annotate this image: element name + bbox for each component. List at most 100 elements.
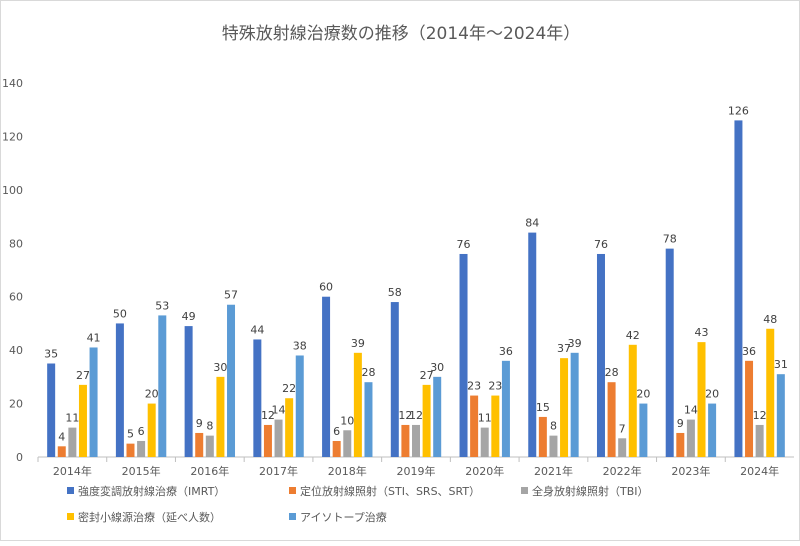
bar xyxy=(126,443,135,457)
bar xyxy=(137,440,146,457)
bar xyxy=(253,339,262,457)
data-label: 9 xyxy=(677,417,684,430)
x-tick-label: 2024年 xyxy=(740,464,779,478)
bar xyxy=(538,416,547,457)
bar xyxy=(422,384,431,457)
data-label: 27 xyxy=(420,369,434,382)
data-label: 12 xyxy=(753,409,767,422)
data-label: 22 xyxy=(282,382,296,395)
x-tick-label: 2022年 xyxy=(603,464,642,478)
data-label: 60 xyxy=(319,281,333,294)
data-label: 6 xyxy=(333,425,340,438)
bar xyxy=(607,382,616,457)
data-label: 36 xyxy=(499,345,513,358)
bar xyxy=(560,358,569,457)
bar xyxy=(639,403,648,457)
bar xyxy=(332,440,341,457)
data-label: 42 xyxy=(626,329,640,342)
bar xyxy=(676,432,685,457)
bar xyxy=(216,376,225,457)
bar xyxy=(755,424,764,457)
data-label: 78 xyxy=(663,233,677,246)
x-tick-label: 2014年 xyxy=(53,464,92,478)
data-label: 4 xyxy=(58,430,65,443)
data-label: 28 xyxy=(605,366,619,379)
data-label: 35 xyxy=(44,348,58,361)
legend-label: 定位放射線照射（STI、SRS、SRT） xyxy=(300,484,480,498)
legend-swatch xyxy=(67,487,74,494)
data-label: 39 xyxy=(568,337,582,350)
data-label: 43 xyxy=(695,326,709,339)
bar xyxy=(295,355,304,457)
y-tick-label: 100 xyxy=(2,184,23,197)
bar xyxy=(570,352,579,457)
x-tick-label: 2020年 xyxy=(465,464,504,478)
data-label: 8 xyxy=(206,420,213,433)
data-label: 28 xyxy=(361,366,375,379)
bar xyxy=(68,427,77,457)
legend-label: アイソトープ治療 xyxy=(300,510,387,524)
bar xyxy=(57,446,66,457)
data-label: 76 xyxy=(457,238,471,251)
bar xyxy=(78,384,87,457)
bar xyxy=(89,347,98,457)
data-label: 41 xyxy=(87,331,101,344)
x-tick-label: 2023年 xyxy=(671,464,710,478)
data-label: 11 xyxy=(478,412,492,425)
y-tick-label: 80 xyxy=(9,237,23,250)
data-label: 5 xyxy=(127,428,134,441)
data-label: 76 xyxy=(594,238,608,251)
data-label: 20 xyxy=(636,388,650,401)
bar xyxy=(158,315,167,457)
x-tick-label: 2019年 xyxy=(397,464,436,478)
legend-swatch xyxy=(289,513,296,520)
bar xyxy=(433,376,442,457)
legend-label: 密封小線源治療（延べ人数） xyxy=(78,510,221,524)
data-label: 37 xyxy=(557,342,571,355)
y-tick-label: 0 xyxy=(16,451,23,464)
bar xyxy=(665,248,674,457)
bar xyxy=(390,302,399,457)
bar xyxy=(697,342,706,457)
data-label: 58 xyxy=(388,286,402,299)
data-label: 11 xyxy=(65,412,79,425)
data-label: 39 xyxy=(351,337,365,350)
data-label: 20 xyxy=(145,388,159,401)
data-label: 20 xyxy=(705,388,719,401)
bar xyxy=(263,424,272,457)
bar xyxy=(353,352,362,457)
bar xyxy=(343,430,352,457)
data-label: 12 xyxy=(409,409,423,422)
bar xyxy=(184,326,193,457)
data-label: 12 xyxy=(261,409,275,422)
bar xyxy=(618,438,627,457)
data-label: 50 xyxy=(113,307,127,320)
bar xyxy=(776,374,785,457)
bar xyxy=(285,398,294,457)
x-tick-label: 2017年 xyxy=(259,464,298,478)
data-label: 44 xyxy=(250,323,264,336)
data-label: 31 xyxy=(774,358,788,371)
bar xyxy=(412,424,420,457)
data-label: 23 xyxy=(467,380,481,393)
bar xyxy=(708,403,717,457)
bar xyxy=(147,403,156,457)
data-label: 7 xyxy=(619,422,626,435)
bar xyxy=(628,344,637,457)
bar xyxy=(364,382,373,457)
y-tick-label: 20 xyxy=(9,398,23,411)
data-label: 53 xyxy=(155,299,169,312)
data-label: 38 xyxy=(293,339,307,352)
bar xyxy=(205,435,214,457)
bar xyxy=(766,328,775,457)
data-label: 57 xyxy=(224,289,238,302)
legend-label: 全身放射線照射（TBI） xyxy=(532,484,649,498)
data-label: 14 xyxy=(272,404,286,417)
bar xyxy=(686,419,695,457)
bar xyxy=(459,253,468,457)
bar xyxy=(596,253,605,457)
bar xyxy=(470,395,479,457)
data-label: 48 xyxy=(763,313,777,326)
